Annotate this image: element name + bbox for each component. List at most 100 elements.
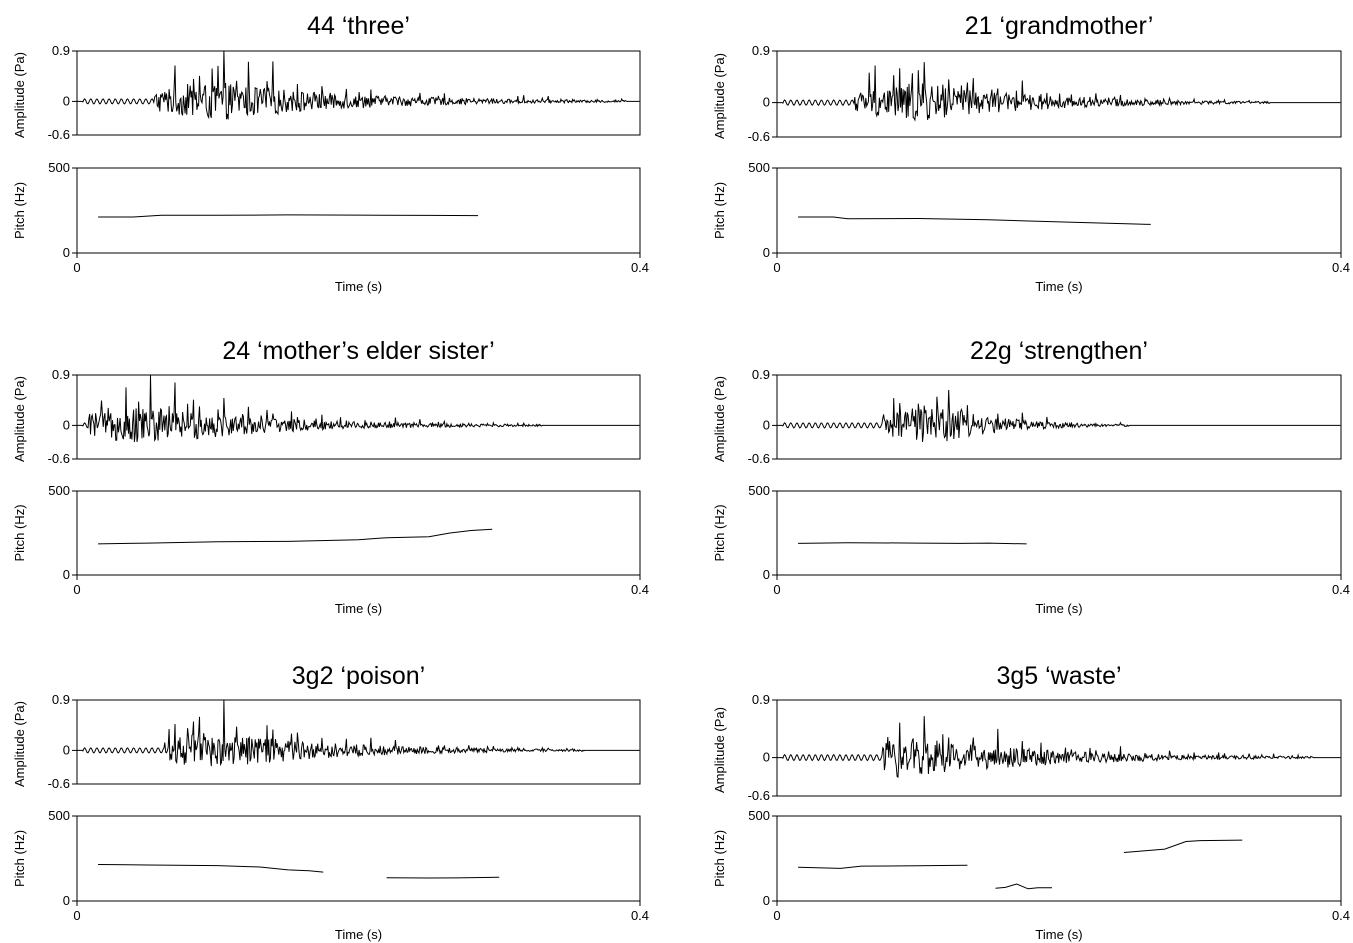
pitch-tick-label: 500 [48,160,70,175]
waveform-frame [76,50,641,136]
amplitude-tick-label: -0.6 [48,776,70,791]
waveform-frame [76,374,641,460]
waveform-trace [77,375,640,443]
pitch-frame [776,490,1342,576]
panel-title: 3g2 ‘poison’ [292,662,425,690]
pitch-frame [776,815,1342,902]
pitch-contour-segment-2 [386,876,500,879]
pitch-axis-label: Pitch (Hz) [712,504,727,561]
amplitude-tick-label: 0.9 [752,43,770,58]
time-tick-label: 0.4 [631,908,649,923]
amplitude-tick-label: -0.6 [48,127,70,142]
panel-2: 21 ‘grandmother’ 0.9 0 -0.6 Amplitude (Pa) 50… [712,12,1350,294]
waveform-trace [777,716,1341,779]
panel-title: 44 ‘three’ [307,12,410,40]
waveform-frame [776,50,1342,138]
amplitude-tick-label: -0.6 [748,451,770,466]
amplitude-tick-label: 0.9 [752,692,770,707]
panel-3: 24 ‘mother’s elder sister’ 0.9 0 -0.6 Amplit… [12,337,649,616]
pitch-contour-segment-3 [1123,839,1243,853]
waveform-frame [76,699,641,785]
pitch-contour-segment-1 [98,528,493,545]
amplitude-tick-label: 0 [63,742,70,757]
amplitude-tick-label: 0.9 [52,367,70,382]
amplitude-tick-label: 0.9 [752,367,770,382]
amplitude-tick-label: -0.6 [48,451,70,466]
time-tick-label: 0 [773,260,780,275]
pitch-contour-segment-1 [798,864,968,869]
pitch-frame [776,167,1342,254]
amplitude-tick-label: 0 [763,95,770,110]
time-tick-label: 0.4 [1332,908,1350,923]
pitch-axis-label: Pitch (Hz) [712,182,727,239]
pitch-contour-segment-1 [798,542,1027,545]
panel-title: 24 ‘mother’s elder sister’ [222,337,494,365]
amplitude-axis-label: Amplitude (Pa) [712,53,727,139]
time-tick-label: 0.4 [1332,582,1350,597]
time-tick-label: 0.4 [1332,260,1350,275]
waveform-trace [77,51,640,120]
waveform-frame [776,699,1342,797]
amplitude-axis-label: Amplitude (Pa) [12,701,27,787]
amplitude-tick-label: -0.6 [748,788,770,803]
pitch-tick-label: 500 [48,808,70,823]
time-tick-label: 0 [73,582,80,597]
pitch-tick-label: 500 [748,483,770,498]
waveform-trace [777,62,1341,122]
pitch-frame [76,490,641,576]
amplitude-axis-label: Amplitude (Pa) [712,707,727,793]
pitch-tick-label: 500 [748,808,770,823]
waveform-trace [77,700,640,767]
time-tick-label: 0 [73,260,80,275]
time-axis-label: Time (s) [1035,601,1082,616]
pitch-axis-label: Pitch (Hz) [12,504,27,561]
pitch-axis-label: Pitch (Hz) [712,830,727,887]
pitch-frame [76,815,641,902]
time-axis-label: Time (s) [335,927,382,942]
panel-title: 3g5 ‘waste’ [996,662,1121,690]
panel-4: 22g ‘strengthen’ 0.9 0 -0.6 Amplitude (Pa) 50… [712,337,1350,616]
amplitude-tick-label: 0.9 [52,692,70,707]
amplitude-tick-label: -0.6 [748,129,770,144]
pitch-tick-label: 0 [763,567,770,582]
time-axis-label: Time (s) [335,601,382,616]
panel-title: 21 ‘grandmother’ [965,12,1154,40]
pitch-contour-segment-1 [98,214,479,218]
amplitude-axis-label: Amplitude (Pa) [12,376,27,462]
time-axis-label: Time (s) [335,279,382,294]
pitch-tick-label: 500 [48,483,70,498]
pitch-tick-label: 0 [63,245,70,260]
pitch-axis-label: Pitch (Hz) [12,830,27,887]
pitch-contour-segment-1 [98,864,324,873]
panel-title: 22g ‘strengthen’ [970,337,1148,365]
panel-5: 3g2 ‘poison’ 0.9 0 -0.6 Amplitude (Pa) 500 0 Pi… [12,662,649,942]
time-tick-label: 0.4 [631,582,649,597]
waveform-trace [777,389,1341,442]
time-tick-label: 0.4 [631,260,649,275]
pitch-axis-label: Pitch (Hz) [12,182,27,239]
amplitude-tick-label: 0 [763,417,770,432]
time-axis-label: Time (s) [1035,927,1082,942]
pitch-contour-segment-1 [798,216,1151,225]
pitch-tick-label: 0 [763,893,770,908]
waveform-frame [776,374,1342,460]
amplitude-tick-label: 0 [763,750,770,765]
amplitude-tick-label: 0.9 [52,43,70,58]
pitch-contour-segment-2 [995,883,1052,890]
amplitude-tick-label: 0 [63,417,70,432]
pitch-tick-label: 0 [63,567,70,582]
pitch-tick-label: 0 [763,245,770,260]
pitch-frame [76,167,641,254]
time-axis-label: Time (s) [1035,279,1082,294]
pitch-tick-label: 500 [748,160,770,175]
panel-6: 3g5 ‘waste’ 0.9 0 -0.6 Amplitude (Pa) 500 0 Pit… [712,662,1350,942]
time-tick-label: 0 [73,908,80,923]
amplitude-axis-label: Amplitude (Pa) [712,376,727,462]
time-tick-label: 0 [773,582,780,597]
pitch-tick-label: 0 [63,893,70,908]
panel-1: 44 ‘three’ 0.9 0 -0.6 Amplitude (Pa) 500 0 Pitc… [12,12,649,294]
time-tick-label: 0 [773,908,780,923]
amplitude-axis-label: Amplitude (Pa) [12,52,27,138]
amplitude-tick-label: 0 [63,93,70,108]
